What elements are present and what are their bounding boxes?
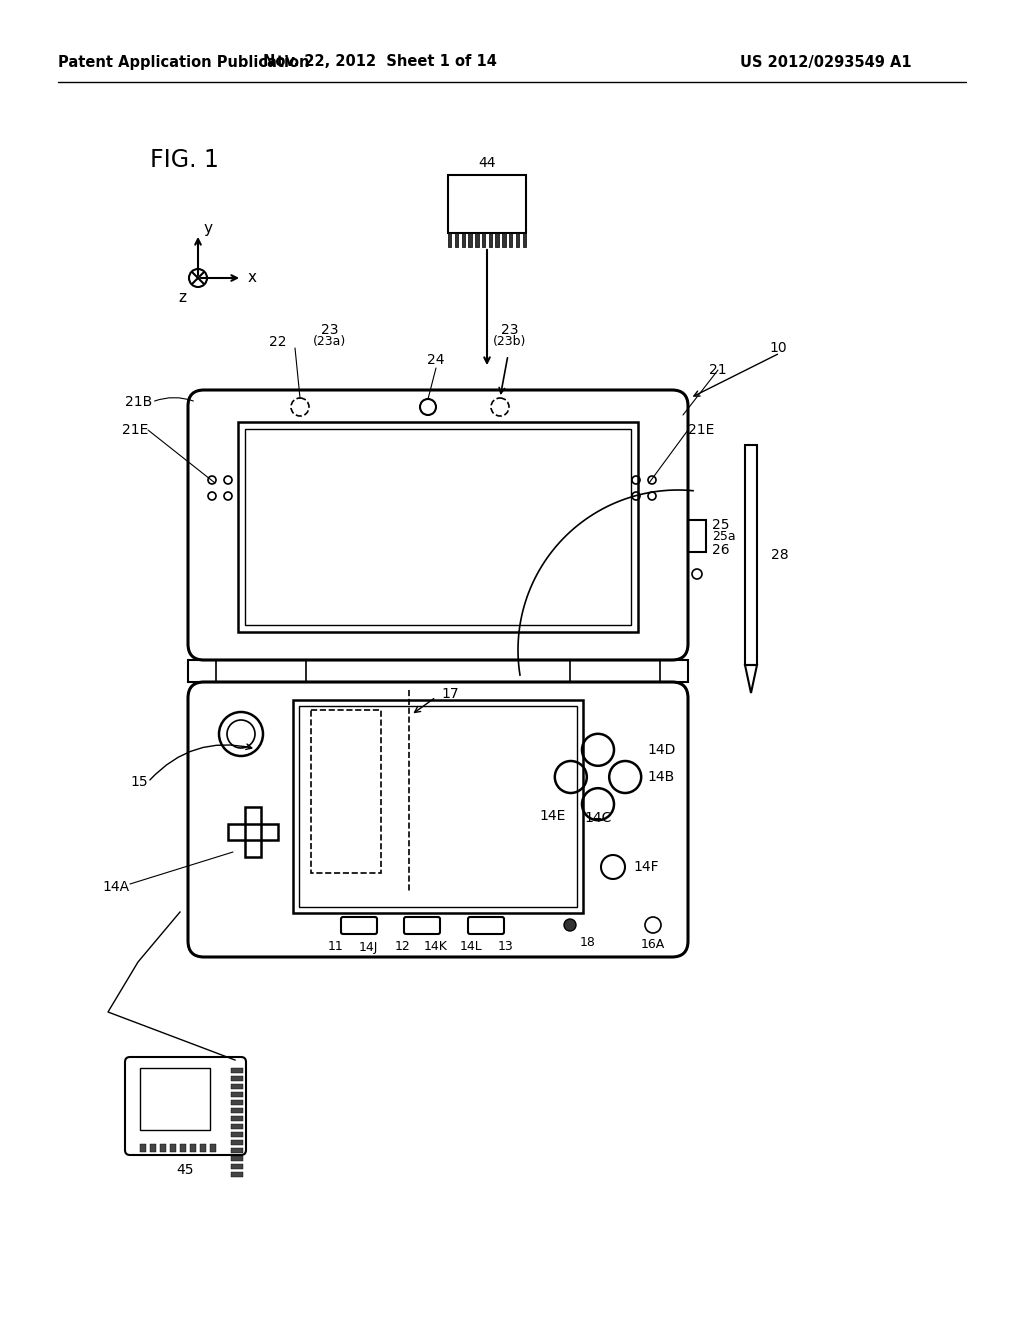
Bar xyxy=(231,1148,243,1152)
Bar xyxy=(449,176,526,234)
Text: y: y xyxy=(203,220,212,235)
Bar xyxy=(231,1084,243,1089)
Bar xyxy=(293,700,583,913)
Bar xyxy=(496,234,499,247)
Bar xyxy=(482,234,485,247)
Text: 23: 23 xyxy=(502,323,519,337)
Bar xyxy=(570,660,660,682)
Bar xyxy=(160,1144,166,1152)
Bar xyxy=(231,1100,243,1105)
Text: x: x xyxy=(248,271,257,285)
Bar xyxy=(231,1140,243,1144)
Bar xyxy=(231,1125,243,1129)
Text: 21: 21 xyxy=(710,363,727,378)
Bar xyxy=(140,1144,146,1152)
Text: 14L: 14L xyxy=(460,940,482,953)
Text: 25a: 25a xyxy=(712,529,735,543)
Text: 17: 17 xyxy=(441,686,459,701)
Bar xyxy=(231,1068,243,1073)
Bar xyxy=(231,1133,243,1137)
Text: 21E: 21E xyxy=(122,422,148,437)
Bar xyxy=(231,1156,243,1162)
Text: (23b): (23b) xyxy=(494,335,526,348)
Text: 12: 12 xyxy=(395,940,411,953)
Bar xyxy=(200,1144,206,1152)
Bar xyxy=(231,1172,243,1177)
Bar xyxy=(216,660,306,682)
Text: 23: 23 xyxy=(322,323,339,337)
Bar xyxy=(228,824,278,840)
Bar xyxy=(522,234,526,247)
Text: 26: 26 xyxy=(712,543,730,557)
Bar xyxy=(180,1144,186,1152)
Text: 14A: 14A xyxy=(102,880,130,894)
Bar xyxy=(462,234,465,247)
Text: 14B: 14B xyxy=(647,770,675,784)
Text: 21B: 21B xyxy=(125,395,152,409)
Bar xyxy=(231,1076,243,1081)
Bar xyxy=(231,1092,243,1097)
Bar xyxy=(231,1164,243,1170)
Bar xyxy=(210,1144,216,1152)
Bar xyxy=(299,706,577,907)
Text: 14D: 14D xyxy=(647,743,676,756)
Text: 14F: 14F xyxy=(633,861,658,874)
Bar xyxy=(516,234,519,247)
Bar xyxy=(455,234,458,247)
Text: z: z xyxy=(178,290,186,305)
Bar xyxy=(311,710,381,873)
Text: (23a): (23a) xyxy=(313,335,347,348)
Text: 14K: 14K xyxy=(424,940,447,953)
Text: 15: 15 xyxy=(130,775,148,789)
Bar xyxy=(238,422,638,632)
Text: FIG. 1: FIG. 1 xyxy=(150,148,219,172)
Text: 21E: 21E xyxy=(688,422,715,437)
Bar xyxy=(170,1144,176,1152)
Text: Nov. 22, 2012  Sheet 1 of 14: Nov. 22, 2012 Sheet 1 of 14 xyxy=(263,54,497,70)
Bar xyxy=(468,234,472,247)
Text: 11: 11 xyxy=(328,940,344,953)
Text: 45: 45 xyxy=(176,1163,194,1177)
Bar xyxy=(150,1144,156,1152)
Text: 44: 44 xyxy=(478,156,496,170)
Bar xyxy=(509,234,512,247)
Bar xyxy=(140,1068,210,1130)
Text: 14C: 14C xyxy=(585,812,611,825)
Text: 16A: 16A xyxy=(641,939,666,952)
Text: 10: 10 xyxy=(769,341,786,355)
Bar xyxy=(188,660,688,682)
Bar xyxy=(231,1107,243,1113)
Text: US 2012/0293549 A1: US 2012/0293549 A1 xyxy=(740,54,911,70)
Bar xyxy=(245,807,261,857)
Bar xyxy=(688,520,706,552)
Text: 14E: 14E xyxy=(540,809,566,824)
Circle shape xyxy=(564,919,575,931)
Bar xyxy=(449,234,452,247)
Text: Patent Application Publication: Patent Application Publication xyxy=(58,54,309,70)
Bar xyxy=(231,1115,243,1121)
Text: 18: 18 xyxy=(580,936,596,949)
Text: 24: 24 xyxy=(427,352,444,367)
Text: 25: 25 xyxy=(712,517,729,532)
Bar xyxy=(488,234,493,247)
Bar xyxy=(745,445,757,665)
Bar xyxy=(502,234,506,247)
Bar xyxy=(190,1144,196,1152)
Text: 13: 13 xyxy=(498,940,514,953)
Bar xyxy=(475,234,478,247)
Text: 14J: 14J xyxy=(358,940,378,953)
Bar xyxy=(245,429,631,624)
Text: 22: 22 xyxy=(269,335,287,348)
Text: 28: 28 xyxy=(771,548,788,562)
